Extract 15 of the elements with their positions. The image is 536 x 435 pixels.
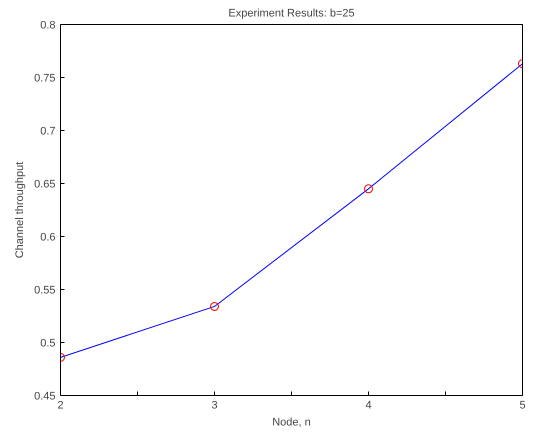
- x-tick-label: 5: [519, 400, 526, 412]
- y-tick-label: 0.75: [34, 72, 56, 84]
- x-tick-label: 4: [365, 400, 372, 412]
- chart-title: Experiment Results: b=25: [228, 8, 355, 20]
- y-tick-label: 0.45: [34, 390, 56, 402]
- y-axis-title: Channel throughput: [14, 162, 26, 258]
- x-tick-label: 2: [57, 400, 64, 412]
- x-tick-label: 3: [211, 400, 218, 412]
- y-tick-label: 0.5: [40, 338, 56, 350]
- y-tick-label: 0.6: [40, 232, 56, 244]
- y-tick-label: 0.55: [34, 284, 56, 296]
- x-axis-title: Node, n: [272, 416, 311, 428]
- y-tick-label: 0.65: [34, 178, 56, 190]
- y-tick-label: 0.7: [40, 126, 56, 138]
- y-tick-label: 0.8: [40, 20, 56, 32]
